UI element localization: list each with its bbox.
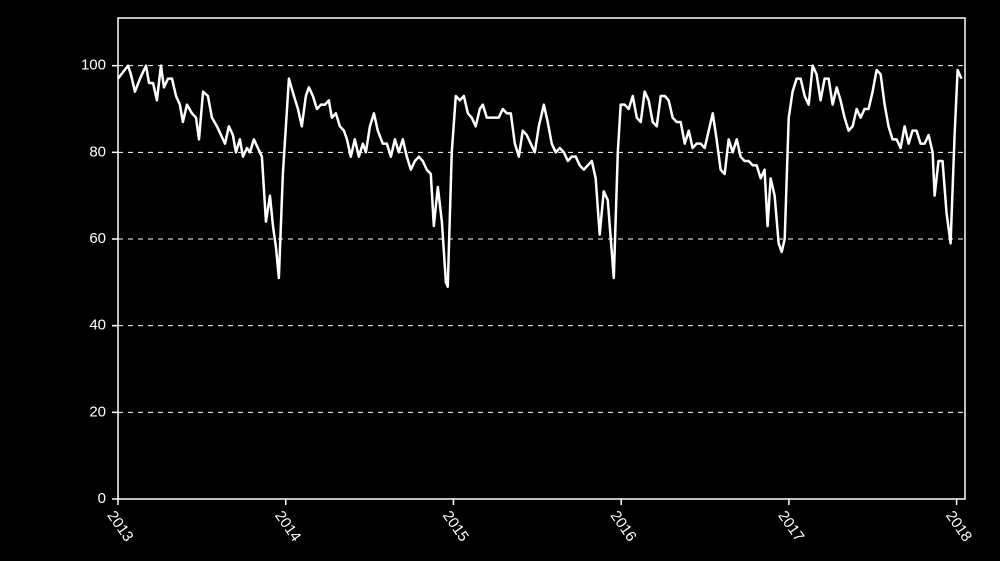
y-tick-label: 100 <box>81 57 106 74</box>
data-line <box>117 64 963 288</box>
y-tick-label: 20 <box>89 403 106 420</box>
y-tick-label: 40 <box>89 317 106 334</box>
plot-frame <box>117 17 966 500</box>
y-tick-label: 0 <box>98 490 106 507</box>
y-tick-label: 60 <box>89 230 106 247</box>
y-tick-label: 80 <box>89 143 106 160</box>
